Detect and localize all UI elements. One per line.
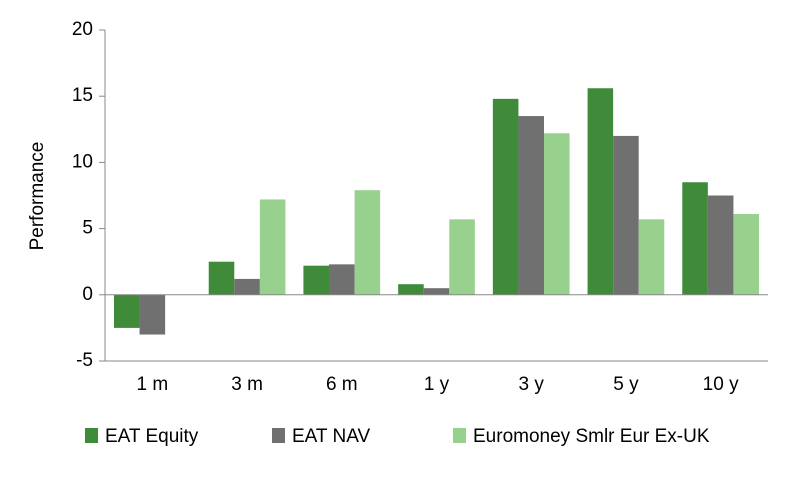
x-tick-label: 5 y	[613, 374, 639, 395]
bar	[449, 219, 475, 295]
y-tick-label: 0	[82, 284, 93, 305]
y-tick-label: 15	[72, 85, 93, 106]
x-tick-label: 10 y	[703, 374, 739, 395]
legend-label: EAT Equity	[105, 426, 199, 447]
bar	[707, 195, 734, 295]
y-tick-label: 20	[72, 19, 93, 40]
bar	[303, 265, 329, 295]
x-tick-label: 3 y	[519, 374, 545, 395]
x-tick-label: 3 m	[231, 374, 263, 395]
legend-label: Euromoney Smlr Eur Ex-UK	[473, 426, 710, 447]
bar	[682, 182, 708, 295]
legend-swatch	[453, 428, 466, 443]
bar	[398, 284, 424, 295]
x-tick-label: 1 y	[424, 374, 450, 395]
y-tick-label: -5	[76, 350, 93, 371]
bar	[587, 88, 614, 295]
y-tick-label: 5	[82, 218, 93, 239]
bar	[544, 133, 570, 295]
bar	[208, 261, 235, 295]
bar	[354, 190, 381, 295]
bar	[113, 294, 140, 328]
bar	[518, 116, 545, 295]
bar	[733, 214, 760, 295]
bar	[638, 219, 665, 295]
bar	[613, 135, 639, 295]
x-tick-label: 1 m	[137, 374, 169, 395]
x-tick-label: 6 m	[326, 374, 358, 395]
bar	[234, 278, 260, 295]
bar	[139, 294, 166, 335]
bar	[328, 264, 355, 295]
legend-swatch	[272, 428, 285, 443]
y-axis-label: Performance	[27, 142, 48, 251]
bar	[423, 288, 450, 295]
legend-label: EAT NAV	[292, 426, 370, 447]
y-tick-label: 10	[72, 151, 93, 172]
bar	[259, 199, 286, 295]
legend-swatch	[85, 428, 98, 443]
bar	[492, 98, 519, 295]
